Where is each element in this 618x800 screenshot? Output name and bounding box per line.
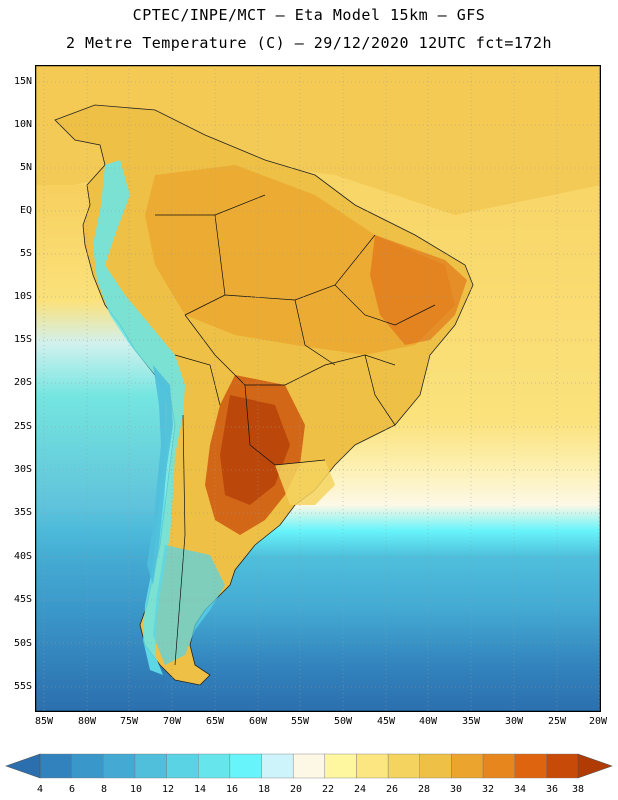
lat-label: 40S: [13, 551, 32, 562]
color-scale-label: 16: [225, 784, 239, 795]
lon-label: 80W: [77, 716, 97, 727]
color-scale-cell: [103, 753, 136, 779]
color-scale-cell: [198, 753, 231, 779]
andes-cold-core: [147, 365, 173, 585]
color-scale-cell: [134, 753, 167, 779]
patagonia-cool-area: [153, 545, 225, 665]
color-scale-cell: [166, 753, 199, 779]
color-scale-cell: [514, 753, 547, 779]
map-frame: [35, 65, 601, 712]
color-scale-cell: [229, 753, 262, 779]
color-scale-label: 30: [449, 784, 463, 795]
color-scale-label: 28: [417, 784, 431, 795]
uruguay-mild-area: [275, 460, 335, 505]
lon-label: 70W: [162, 716, 182, 727]
color-scale-label: 22: [321, 784, 335, 795]
color-scale-cell: [419, 753, 452, 779]
lon-label: 25W: [547, 716, 567, 727]
lat-label: 25S: [13, 421, 32, 432]
color-scale-cell: [482, 753, 515, 779]
lat-label: 50S: [13, 638, 32, 649]
color-scale-label: 8: [100, 784, 108, 795]
color-scale-label: 6: [68, 784, 76, 795]
color-scale-cell: [387, 753, 420, 779]
lat-label: 10S: [13, 291, 32, 302]
andes-cool-band: [93, 160, 185, 675]
amazon-warm-area: [145, 165, 455, 355]
color-scale-cell: [261, 753, 294, 779]
northeast-hot-area: [370, 235, 467, 345]
lat-label: 45S: [13, 594, 32, 605]
lat-label: EQ: [19, 205, 32, 216]
lat-label: 5S: [19, 248, 32, 259]
lat-label: 30S: [13, 464, 32, 475]
map-title-line2: 2 Metre Temperature (C) – 29/12/2020 12U…: [65, 34, 553, 52]
lat-label: 20S: [13, 377, 32, 388]
lon-label: 45W: [376, 716, 396, 727]
color-scale-label: 34: [513, 784, 527, 795]
lat-label: 15N: [13, 76, 32, 87]
lon-label: 20W: [588, 716, 608, 727]
color-scale-label: 18: [257, 784, 271, 795]
lon-label: 35W: [461, 716, 481, 727]
lon-label: 85W: [34, 716, 54, 727]
color-scale-bar: [5, 753, 613, 779]
chaco-hot-core: [220, 395, 290, 505]
color-scale-cell: [71, 753, 104, 779]
lon-label: 30W: [504, 716, 524, 727]
color-scale-cell: [324, 753, 357, 779]
country-borders: [155, 194, 436, 666]
lon-label: 40W: [418, 716, 438, 727]
lon-label: 50W: [333, 716, 353, 727]
color-scale-label: 4: [36, 784, 44, 795]
color-scale-label: 36: [545, 784, 559, 795]
color-scale-label: 20: [289, 784, 303, 795]
lat-label: 5N: [19, 162, 32, 173]
temperature-map: [35, 65, 601, 712]
color-scale-cell: [546, 753, 579, 779]
lat-label: 35S: [13, 507, 32, 518]
lon-label: 60W: [248, 716, 268, 727]
color-scale-label: 32: [481, 784, 495, 795]
lon-label: 55W: [290, 716, 310, 727]
color-scale-cell: [356, 753, 389, 779]
color-scale-label: 14: [193, 784, 207, 795]
lat-label: 55S: [13, 681, 32, 692]
color-scale-cell: [39, 753, 72, 779]
lon-label: 65W: [205, 716, 225, 727]
lat-label: 15S: [13, 334, 32, 345]
color-scale-low-arrow: [5, 753, 41, 779]
color-scale-label: 38: [571, 784, 585, 795]
color-scale-label: 10: [129, 784, 143, 795]
map-title-line1: CPTEC/INPE/MCT – Eta Model 15km – GFS: [132, 6, 486, 24]
color-scale-label: 12: [161, 784, 175, 795]
color-scale-high-arrow: [577, 753, 613, 779]
color-scale-cell: [292, 753, 326, 779]
color-scale-cell: [451, 753, 484, 779]
color-scale-label: 24: [353, 784, 367, 795]
lon-label: 75W: [119, 716, 139, 727]
lat-label: 10N: [13, 119, 32, 130]
color-scale-label: 26: [385, 784, 399, 795]
northern-warm-band: [35, 65, 601, 215]
